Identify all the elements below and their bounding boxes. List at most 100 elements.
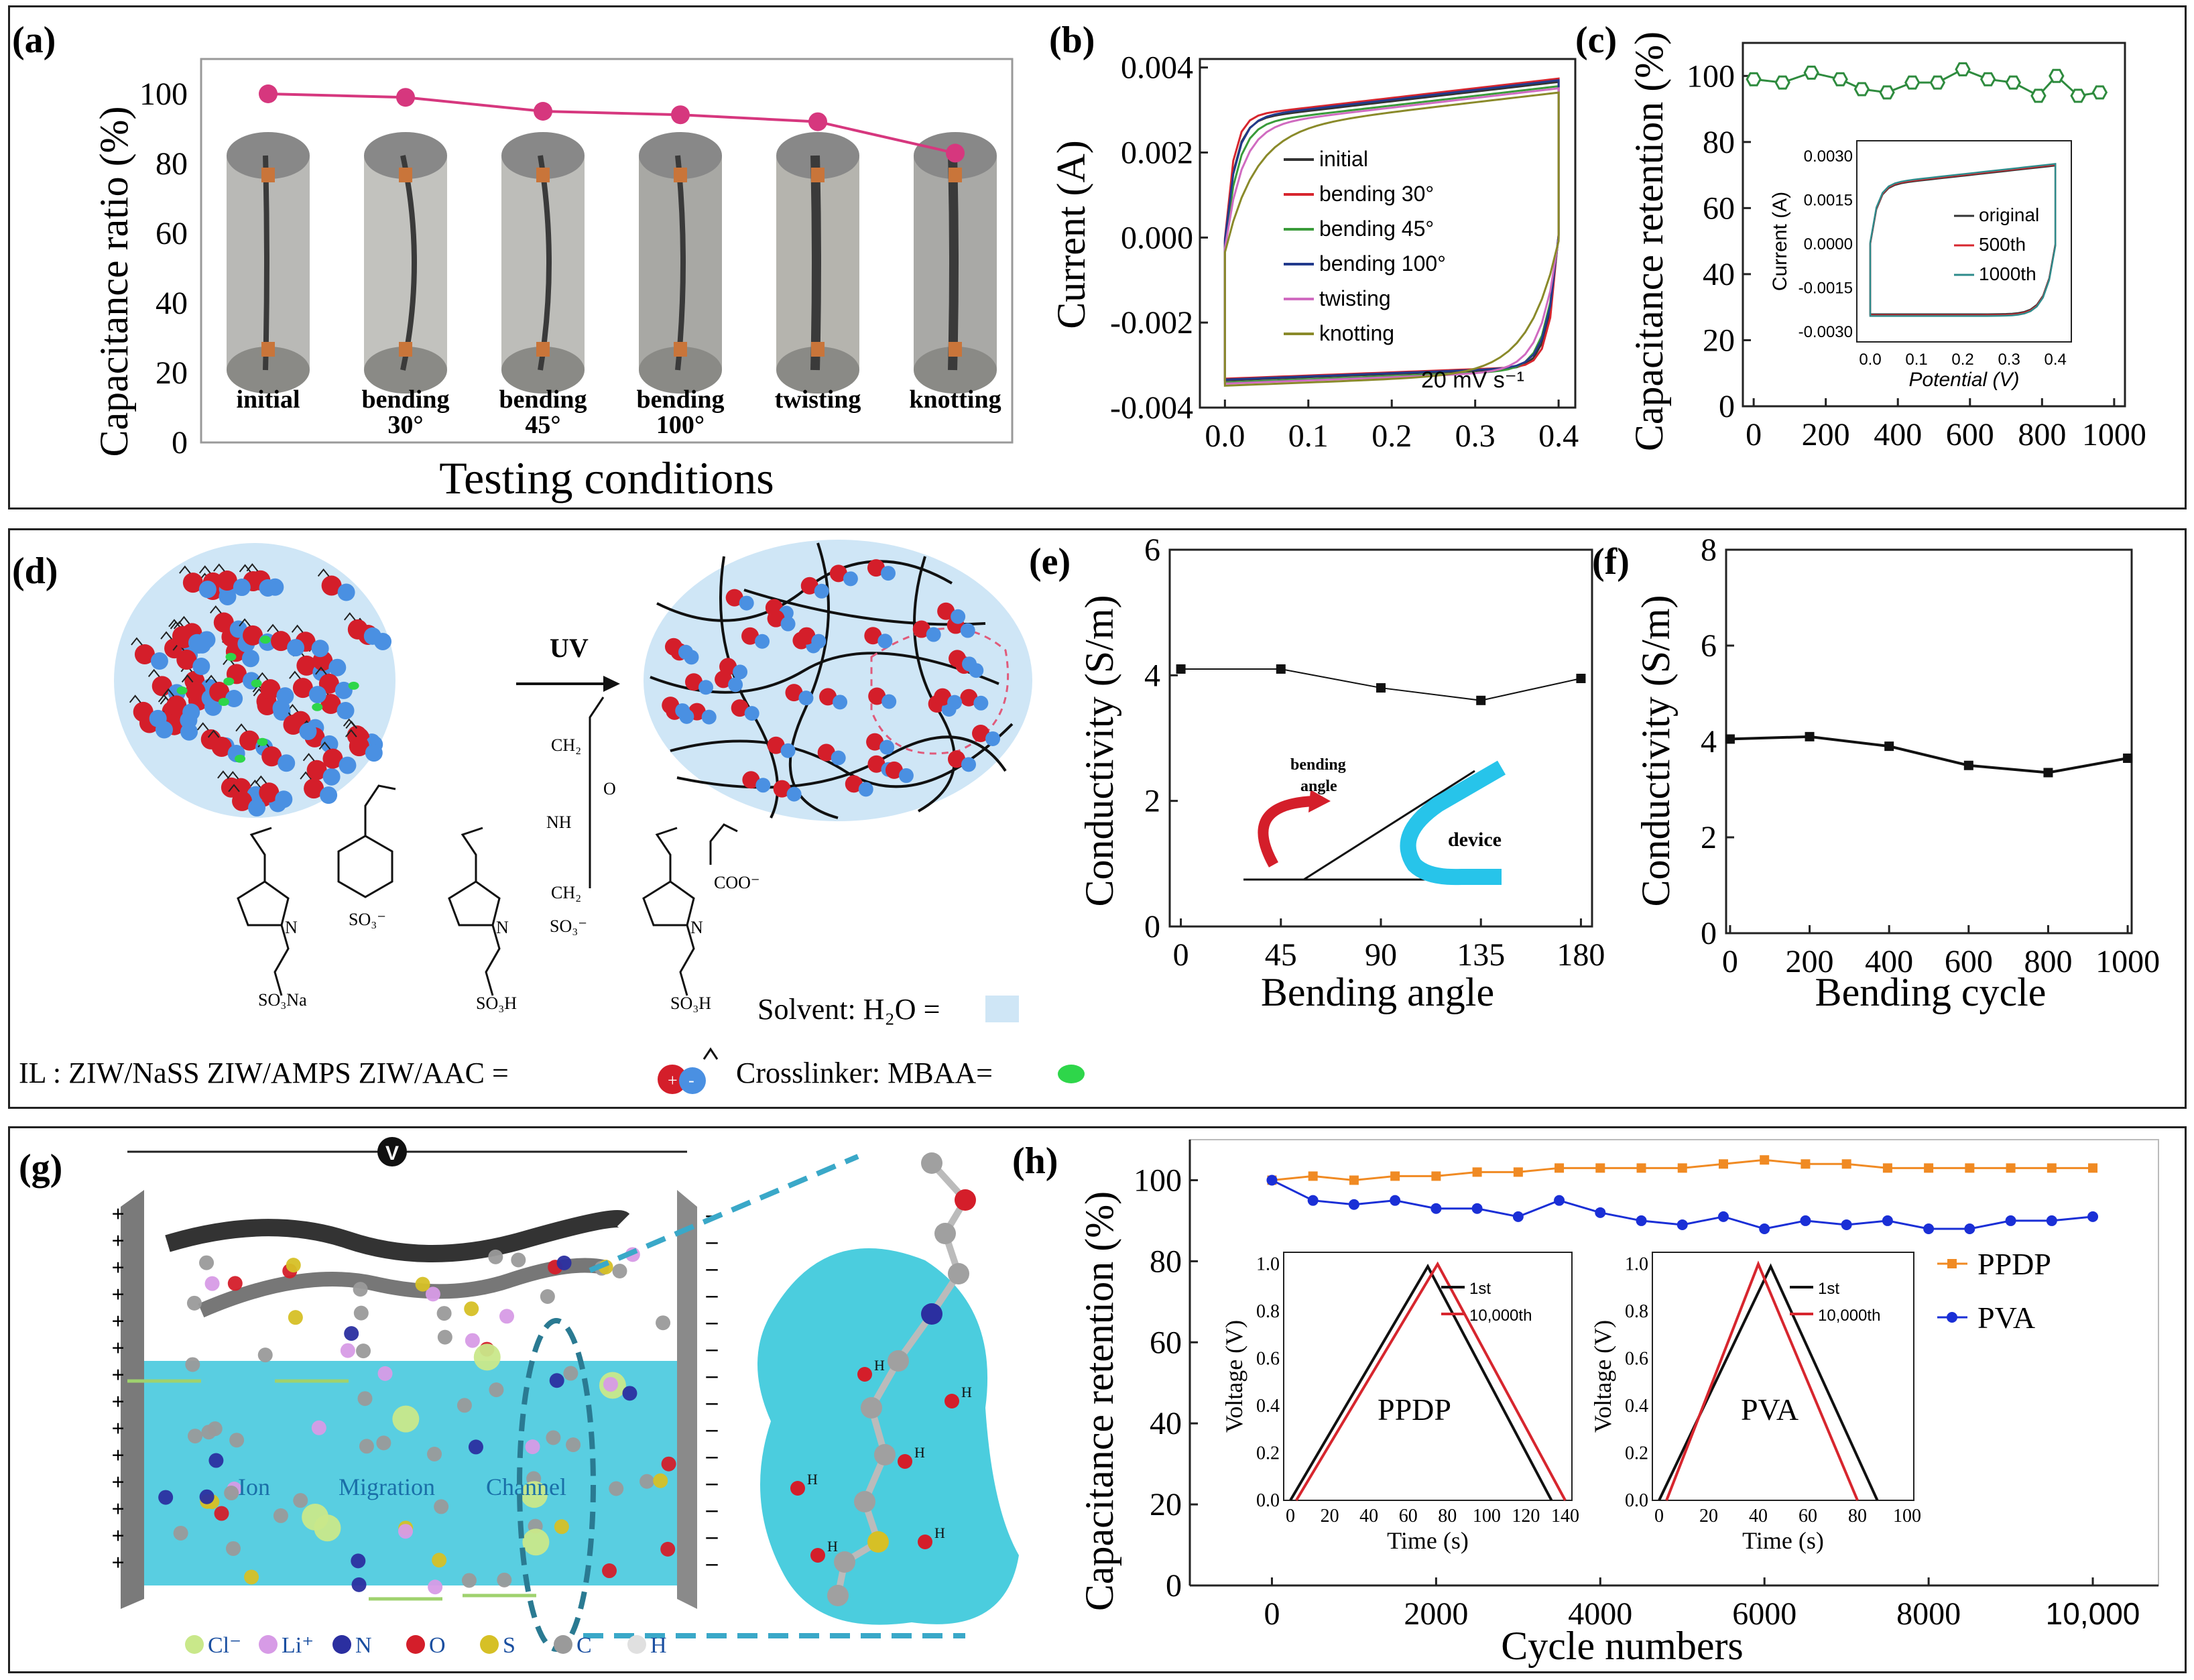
chart-h-point-0-15 — [1882, 1163, 1892, 1173]
chart-f-point-5 — [2123, 754, 2133, 764]
chart-f-ytick-2: 4 — [1701, 724, 1717, 760]
solvent-label: Solvent: H₂O = — [757, 993, 940, 1026]
chart-c-inset-legend-label-1: 500th — [1979, 234, 2026, 255]
chart-e-series — [1176, 664, 1586, 705]
chart-h-point-0-5 — [1472, 1167, 1482, 1177]
chart-f-ticks: 0 200 400 600 800 1000 0 2 4 6 8 — [1701, 532, 2160, 979]
chart-h-inset-xtick-0-1: 20 — [1321, 1506, 1339, 1526]
chart-c-xtick-3: 600 — [1946, 417, 1994, 453]
anion — [739, 595, 754, 611]
atom-16 — [488, 1249, 503, 1264]
ion-channel-outline — [870, 627, 1010, 755]
chart-c-inset-xtick-3: 0.3 — [1998, 351, 2020, 369]
chart-h-legend-label-1: PVA — [1977, 1301, 2035, 1335]
chart-a-xlabel: Testing conditions — [439, 453, 774, 503]
atom-7 — [227, 1276, 243, 1291]
chart-h-inset-legend-label-1-1: 10,000th — [1818, 1307, 1880, 1325]
cation — [664, 638, 682, 656]
chart-f-ytick-3: 6 — [1701, 628, 1717, 664]
atom-59 — [188, 1429, 203, 1444]
copper-tab-bottom — [536, 342, 550, 357]
monomer-pairs — [129, 563, 392, 817]
anion — [831, 750, 846, 766]
cation — [213, 612, 234, 633]
legend-label-3: O — [429, 1633, 446, 1658]
anion — [334, 681, 353, 699]
atom-73 — [344, 1326, 359, 1341]
atom-44 — [376, 1435, 391, 1451]
cation — [684, 673, 703, 691]
channel-text: Ion Migration Channel — [238, 1474, 566, 1500]
chart-h-xtick-5: 10,000 — [2046, 1596, 2140, 1631]
svg-text:+: + — [668, 1071, 678, 1090]
copper-tab-bottom — [261, 342, 275, 357]
crosslinker-swatch — [1058, 1065, 1085, 1083]
minus-sign-5: – — [706, 1336, 719, 1361]
cation — [260, 679, 281, 700]
vinyl-group — [228, 784, 240, 792]
atom-41 — [229, 1433, 245, 1448]
ch2-label-2: CH₂ — [551, 883, 581, 902]
anion — [962, 656, 977, 672]
anion — [337, 702, 355, 720]
anion — [798, 691, 814, 706]
cation — [864, 627, 882, 645]
anion — [678, 644, 693, 660]
chart-h-point-0-17 — [1965, 1163, 1975, 1173]
chart-h-point-0-1 — [1308, 1171, 1318, 1181]
chart-a-yticks: 0 20 40 60 80 100 — [139, 76, 188, 461]
chart-c-ticks: 0 200 400 600 800 1000 0 20 40 60 80 100 — [1687, 58, 2146, 453]
chart-h-point-1-0 — [1266, 1175, 1278, 1186]
chemical-structures: N N N SO₃Na SO₃H SO₃H SO₃⁻ CH₂ O NH CH₂ SO₃⁻ COO⁻ — [237, 697, 760, 1013]
chart-h-series — [1266, 1155, 2099, 1234]
condition-photo-0 — [227, 132, 310, 394]
chart-b-legend-label-2: bending 45° — [1319, 217, 1434, 241]
alkyl-chain-2 — [679, 924, 695, 996]
chart-a-line — [267, 93, 956, 155]
chart-b-ytick-1: -0.002 — [1110, 305, 1193, 341]
vinyl-group — [168, 619, 180, 627]
alkyl-chain-1 — [485, 924, 501, 996]
cation — [715, 670, 733, 688]
atom-1 — [425, 1286, 440, 1302]
n-plus-2: N — [690, 918, 703, 937]
minus-sign-4: – — [706, 1309, 719, 1334]
atom-35 — [158, 1490, 174, 1505]
anion — [926, 627, 941, 642]
anion — [755, 634, 770, 649]
minus-sign-11: – — [706, 1497, 719, 1522]
chart-h-ytick-1: 20 — [1150, 1487, 1182, 1522]
chart-c-inset-ytick-3: 0.0015 — [1804, 192, 1853, 210]
atom-79 — [656, 1315, 671, 1331]
cation — [773, 780, 791, 798]
condition-photo-3 — [639, 132, 722, 394]
anion — [858, 782, 873, 797]
minus-sign-10: – — [706, 1470, 719, 1495]
vinyl-group — [217, 770, 229, 779]
atom-27 — [224, 1486, 239, 1501]
anion — [322, 768, 341, 786]
chart-c-inset-ytick-0: -0.0030 — [1799, 323, 1853, 341]
chart-b-ticks: 0.0 0.1 0.2 0.3 0.4 -0.004 -0.002 0.000 0.002 0.0… — [1110, 50, 1579, 454]
zoom-atom-2 — [934, 1223, 956, 1244]
chart-e-ytick-2: 4 — [1144, 658, 1160, 693]
molecular-atoms — [127, 1247, 676, 1601]
crosslinker-dot — [259, 636, 271, 644]
anion — [149, 709, 167, 727]
chart-h-inset-xlabel-0: Time (s) — [1387, 1527, 1469, 1554]
chart-e-ticks: 0 45 90 135 180 0 2 4 6 — [1144, 532, 1605, 973]
anion — [287, 639, 305, 657]
atom-69 — [225, 1541, 241, 1556]
chart-h-inset-frame-0 — [1283, 1252, 1573, 1501]
chart-e-plot-frame — [1168, 548, 1593, 928]
chart-c-point-14 — [2091, 85, 2108, 100]
styrene-vinyl — [364, 784, 396, 836]
vinyl-group — [267, 623, 279, 632]
panel-b: (b) Current (A) 0.0 0.1 0.2 0.3 0.4 -0.004 -0.… — [1049, 19, 1579, 454]
chart-c-point-5 — [1879, 85, 1895, 100]
zoom-atom-9 — [867, 1531, 889, 1553]
chart-c-xtick-2: 400 — [1874, 417, 1922, 453]
cation — [731, 699, 749, 717]
anion — [898, 768, 914, 783]
anion — [985, 731, 1001, 746]
